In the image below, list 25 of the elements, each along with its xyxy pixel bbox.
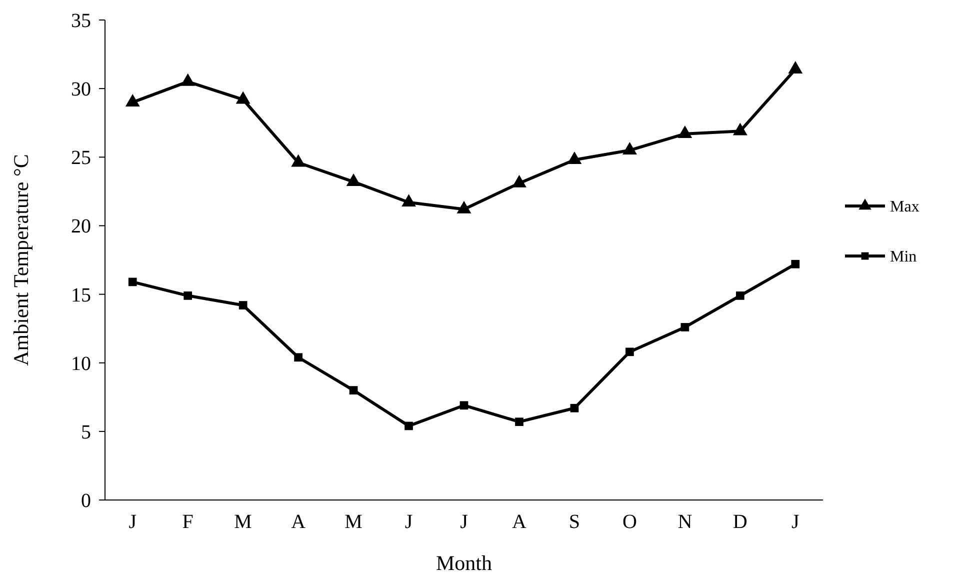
x-tick-label: M	[344, 511, 363, 533]
x-tick-label: N	[678, 511, 692, 533]
y-tick-label: 15	[71, 284, 91, 306]
legend-label: Min	[890, 248, 917, 266]
y-tick-label: 0	[81, 490, 91, 512]
legend-label: Max	[890, 198, 920, 216]
y-tick-label: 10	[71, 352, 91, 375]
x-tick-label: D	[732, 511, 748, 533]
x-tick-label: S	[568, 511, 580, 533]
y-tick-label: 30	[71, 78, 91, 101]
x-axis-title: Month	[436, 551, 492, 575]
y-tick-label: 20	[71, 216, 91, 238]
y-tick-label: 25	[71, 147, 91, 170]
x-tick-label: A	[291, 511, 306, 533]
x-tick-label: J	[128, 511, 137, 533]
x-tick-label: A	[512, 511, 528, 533]
x-tick-label: J	[791, 511, 800, 533]
x-tick-label: M	[234, 511, 252, 533]
y-tick-label: 5	[81, 421, 91, 444]
y-tick-label: 35	[71, 10, 91, 32]
x-tick-label: F	[182, 511, 194, 533]
x-tick-label: O	[622, 511, 637, 533]
x-tick-label: J	[404, 511, 413, 533]
y-axis-title: Ambient Temperature °C	[9, 154, 33, 366]
x-tick-label: J	[460, 511, 468, 533]
